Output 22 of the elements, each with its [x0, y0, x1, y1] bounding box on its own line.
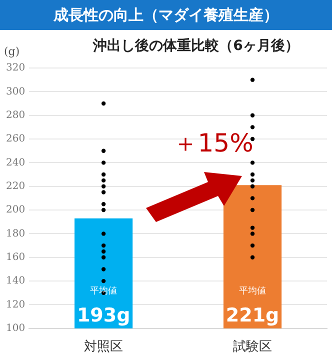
y-tick-label: 180	[6, 228, 26, 240]
y-tick-label: 240	[6, 157, 26, 168]
data-label: 193g	[76, 304, 130, 326]
y-tick-label: 280	[6, 110, 26, 121]
chart-title: 成長性の向上（マダイ養殖生産）	[0, 0, 332, 30]
y-axis-title: (g)	[4, 45, 20, 58]
x-tick-label: 試験区	[233, 340, 272, 355]
y-tick-label: 200	[6, 204, 26, 216]
chart-subtitle: 沖出し後の体重比較（6ヶ月後）	[92, 37, 300, 55]
annotation: ＋15%	[172, 128, 254, 158]
y-tick-label: 260	[6, 134, 26, 145]
x-tick-label: 対照区	[84, 338, 124, 355]
y-tick-label: 300	[6, 86, 26, 98]
annotation: 平均値	[239, 286, 266, 297]
y-tick-label: 160	[6, 252, 26, 263]
data-label: 221g	[226, 304, 280, 326]
y-tick-label: 120	[6, 299, 26, 310]
y-tick-label: 320	[6, 62, 26, 74]
y-tick-label: 100	[6, 322, 26, 334]
y-tick-label: 220	[6, 180, 26, 192]
y-tick-label: 140	[6, 276, 26, 287]
annotation: 平均値	[90, 286, 118, 297]
